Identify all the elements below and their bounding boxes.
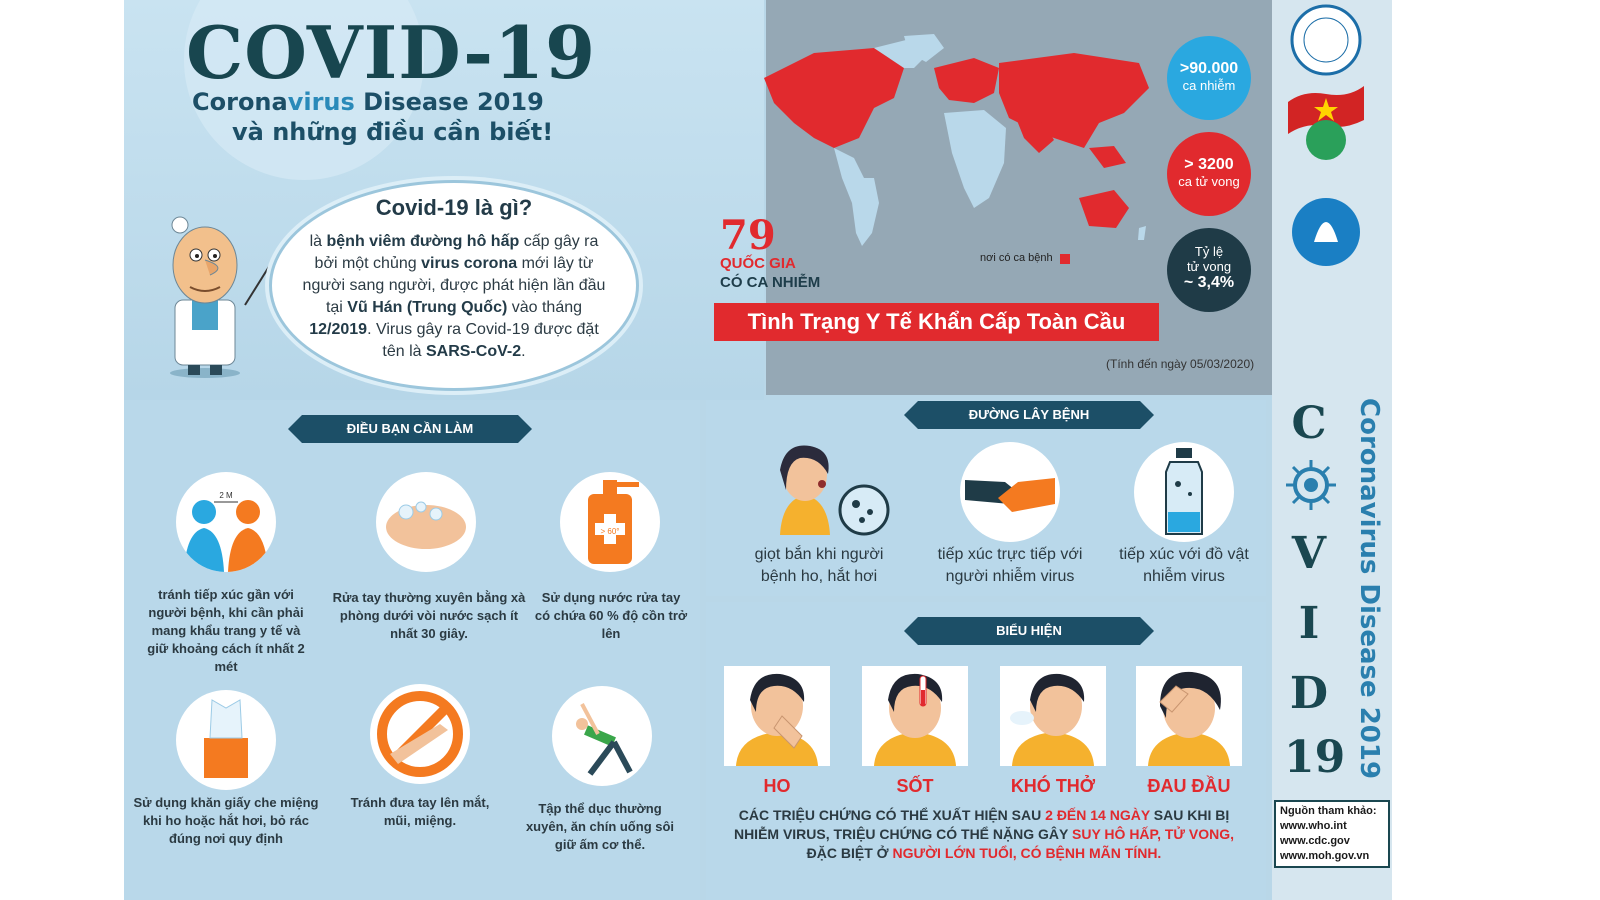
transmission-tag: ĐƯỜNG LÂY BỆNH	[904, 401, 1154, 429]
symptoms-note: CÁC TRIỆU CHỨNG CÓ THỂ XUẤT HIỆN SAU 2 Đ…	[733, 807, 1235, 861]
side-number-19: 19	[1284, 732, 1346, 783]
todo-item-5: Tránh đưa tay lên mắt, mũi, miệng.	[350, 795, 490, 828]
subtitle-line2: và những điều cần biết!	[232, 118, 554, 146]
handshake-icon	[960, 442, 1060, 542]
emergency-banner: Tình Trạng Y Tế Khẩn Cấp Toàn Cầu	[714, 303, 1159, 341]
references-title: Nguồn tham khảo:	[1280, 805, 1377, 817]
tissue-icon	[176, 690, 276, 790]
symptom-headache: ĐAU ĐẦU	[1147, 776, 1231, 796]
map-legend-swatch	[1060, 254, 1070, 264]
todo-item-3: Sử dụng nước rửa tay có chứa 60 % độ cồn…	[534, 590, 688, 641]
reference-link[interactable]: www.moh.gov.vn	[1280, 850, 1370, 862]
side-letter-d: D	[1289, 668, 1329, 719]
symptom-fever: SỐT	[896, 776, 934, 796]
what-is-covid-bubble: Covid-19 là gì? là bệnh viêm đường hô hấ…	[269, 180, 639, 391]
side-letter-c: C	[1291, 398, 1327, 449]
map-legend-text: nơi có ca bệnh	[980, 252, 1053, 264]
fever-symptom-icon	[862, 666, 968, 766]
references-box: Nguồn tham khảo: www.who.int www.cdc.gov…	[1274, 800, 1390, 868]
countries-label: QUỐC GIA	[720, 255, 796, 272]
shortness-of-breath-symptom-icon	[1000, 666, 1106, 766]
cough-symptom-icon	[724, 666, 830, 766]
transmission-item-2: tiếp xúc trực tiếp với người nhiễm virus	[937, 546, 1083, 585]
transmission-item-3: tiếp xúc với đồ vật nhiễm virus	[1119, 546, 1249, 585]
side-letter-i: I	[1298, 598, 1320, 649]
reference-link[interactable]: www.who.int	[1280, 820, 1347, 832]
todo-tag: ĐIỀU BẠN CẦN LÀM	[288, 415, 532, 443]
cases-stat: >90.000 ca nhiễm	[1167, 36, 1251, 120]
page-title: COVID-19	[186, 10, 597, 95]
logos	[1288, 4, 1364, 266]
date-note: (Tính đến ngày 05/03/2020)	[1106, 357, 1255, 371]
cough-droplets-icon	[780, 445, 890, 536]
vertical-title: Coronavirus Disease 2019	[1354, 398, 1384, 780]
todo-item-6: Tập thể dục thường xuyên, ăn chín uống s…	[525, 801, 675, 852]
deaths-stat: > 3200 ca tử vong	[1167, 132, 1251, 216]
countries-label-2: CÓ CA NHIỄM	[720, 274, 821, 291]
svg-text:> 60°: > 60°	[601, 527, 620, 536]
todo-item-4: Sử dụng khăn giấy che miệng khi ho hoặc …	[133, 795, 319, 846]
subtitle: Coronavirus Disease 2019	[192, 88, 544, 116]
university-logo-icon	[1290, 4, 1362, 76]
death-rate-stat: Tỷ lệ tử vong ~ 3,4%	[1167, 228, 1251, 312]
symptom-shortness-of-breath: KHÓ THỞ	[1010, 776, 1096, 796]
exercise-icon	[552, 686, 652, 786]
what-is-title: Covid-19 là gì?	[375, 195, 533, 220]
hand-sanitizer-icon: > 60°	[560, 472, 660, 572]
header-decoration	[184, 0, 424, 180]
countries-count: 79	[720, 212, 776, 259]
transmission-item-1: giọt bắn khi người bệnh ho, hắt hơi	[754, 546, 884, 585]
todo-item-1: tránh tiếp xúc gần với người bệnh, khi c…	[147, 587, 305, 674]
svg-text:2 M: 2 M	[219, 491, 233, 500]
distance-icon: 2 M	[176, 472, 276, 572]
headache-symptom-icon	[1136, 666, 1242, 766]
symptoms-tag: BIỂU HIỆN	[904, 617, 1154, 645]
todo-item-2: Rửa tay thường xuyên bằng xà phòng dưới …	[332, 590, 526, 641]
infographic: COVID-19 Coronavirus Disease 2019 và nhữ…	[124, 0, 1392, 900]
world-map	[764, 34, 1149, 246]
symptom-cough: HO	[763, 776, 791, 796]
virus-icon	[1286, 460, 1336, 510]
contaminated-bottle-icon	[1134, 442, 1234, 542]
hand-washing-icon	[376, 472, 476, 572]
doctor-illustration	[170, 216, 271, 378]
side-letter-v: V	[1291, 528, 1327, 579]
no-touch-face-icon	[370, 684, 470, 784]
what-is-text: là bệnh viêm đường hô hấp cấp gây ra bởi…	[302, 233, 606, 360]
reference-link[interactable]: www.cdc.gov	[1280, 835, 1350, 847]
